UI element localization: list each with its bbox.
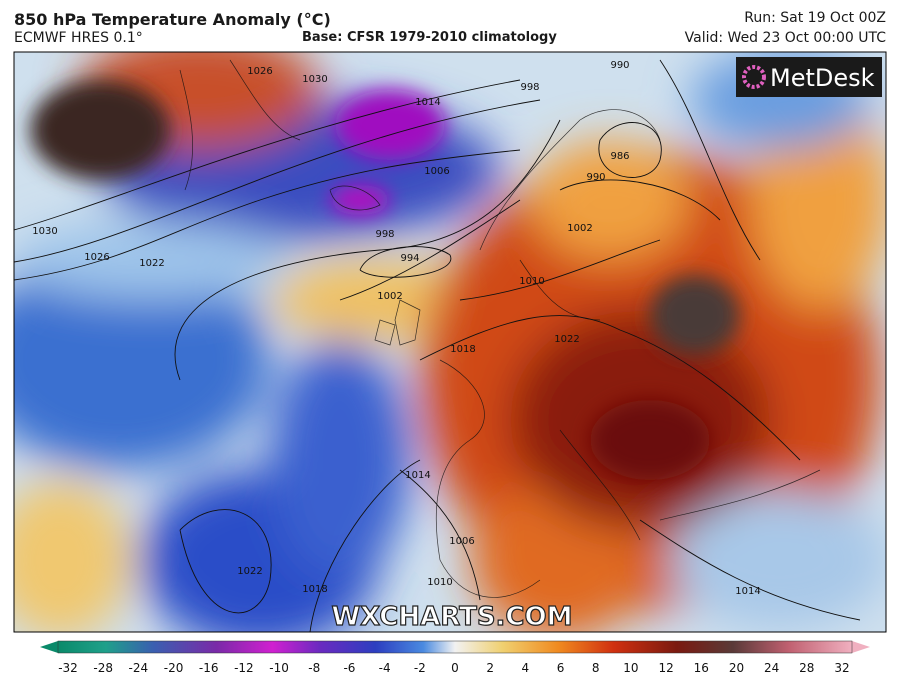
logo-box [736, 57, 882, 97]
colorbar-tick-label: -20 [164, 661, 184, 675]
colorbar-tick-label: -12 [234, 661, 254, 675]
colorbar-tick-label: 16 [694, 661, 709, 675]
isobar-label: 994 [400, 253, 419, 264]
isobar-label: 1002 [567, 223, 592, 234]
isobar-label: 1026 [84, 252, 109, 263]
colorbar-tick-label: 2 [486, 661, 494, 675]
isobar-label: 986 [610, 151, 629, 162]
colorbar-tick-label: -32 [58, 661, 78, 675]
isobar-label: 1006 [424, 166, 449, 177]
isobar-label: 990 [586, 172, 605, 183]
colorbar-tick-label: -2 [414, 661, 426, 675]
isobar-label: 1030 [302, 74, 327, 85]
isobar-label: 1022 [139, 258, 164, 269]
colorbar-tick-label: -28 [93, 661, 113, 675]
colorbar-tick-label: 12 [658, 661, 673, 675]
colorbar-tick-label: 28 [799, 661, 814, 675]
anomaly-field: MetDesk [14, 52, 886, 632]
isobar-label: 1022 [554, 334, 579, 345]
valid-time: Valid: Wed 23 Oct 00:00 UTC [684, 30, 886, 46]
isobar-label: 1026 [247, 66, 272, 77]
isobar-label: 1002 [377, 291, 402, 302]
colorbar-tick-label: -10 [269, 661, 289, 675]
isobar-label: 1010 [519, 276, 544, 287]
colorbar-tick-label: 24 [764, 661, 779, 675]
colorbar-tick-label: -4 [379, 661, 391, 675]
colorbar-tick-label: 32 [834, 661, 849, 675]
colorbar-tick-label: -16 [199, 661, 219, 675]
model-name: ECMWF HRES 0.1° [14, 30, 143, 46]
logo: MetDesk [770, 64, 875, 92]
isobar-label: 1030 [32, 226, 57, 237]
isobar-label: 1022 [237, 566, 262, 577]
colorbar [57, 640, 853, 654]
isobar-label: 1006 [449, 536, 474, 547]
map-title: 850 hPa Temperature Anomaly (°C) [14, 10, 331, 29]
colorbar-tick-label: 10 [623, 661, 638, 675]
isobar-label: 1014 [405, 470, 430, 481]
isobar-label: 990 [610, 60, 629, 71]
isobar-label: 1018 [450, 344, 475, 355]
isobar-label: 1014 [735, 586, 760, 597]
watermark: WXCHARTS.COM [331, 602, 572, 632]
climatology-base: Base: CFSR 1979-2010 climatology [302, 30, 557, 45]
colorbar-tick-label: -8 [308, 661, 320, 675]
colorbar-tick-label: 4 [522, 661, 530, 675]
isobar-label: 998 [375, 229, 394, 240]
colorbar-tick-label: -6 [343, 661, 355, 675]
colorbar-tick-label: 6 [557, 661, 565, 675]
isobar-label: 1010 [427, 577, 452, 588]
isobar-label: 1018 [302, 584, 327, 595]
colorbar-tick-label: 0 [451, 661, 459, 675]
colorbar-tick-label: 8 [592, 661, 600, 675]
colorbar-tick-label: 20 [729, 661, 744, 675]
run-time: Run: Sat 19 Oct 00Z [744, 10, 886, 26]
colorbar-tick-label: -24 [129, 661, 149, 675]
isobar-label: 1014 [415, 97, 440, 108]
isobar-label: 998 [520, 82, 539, 93]
